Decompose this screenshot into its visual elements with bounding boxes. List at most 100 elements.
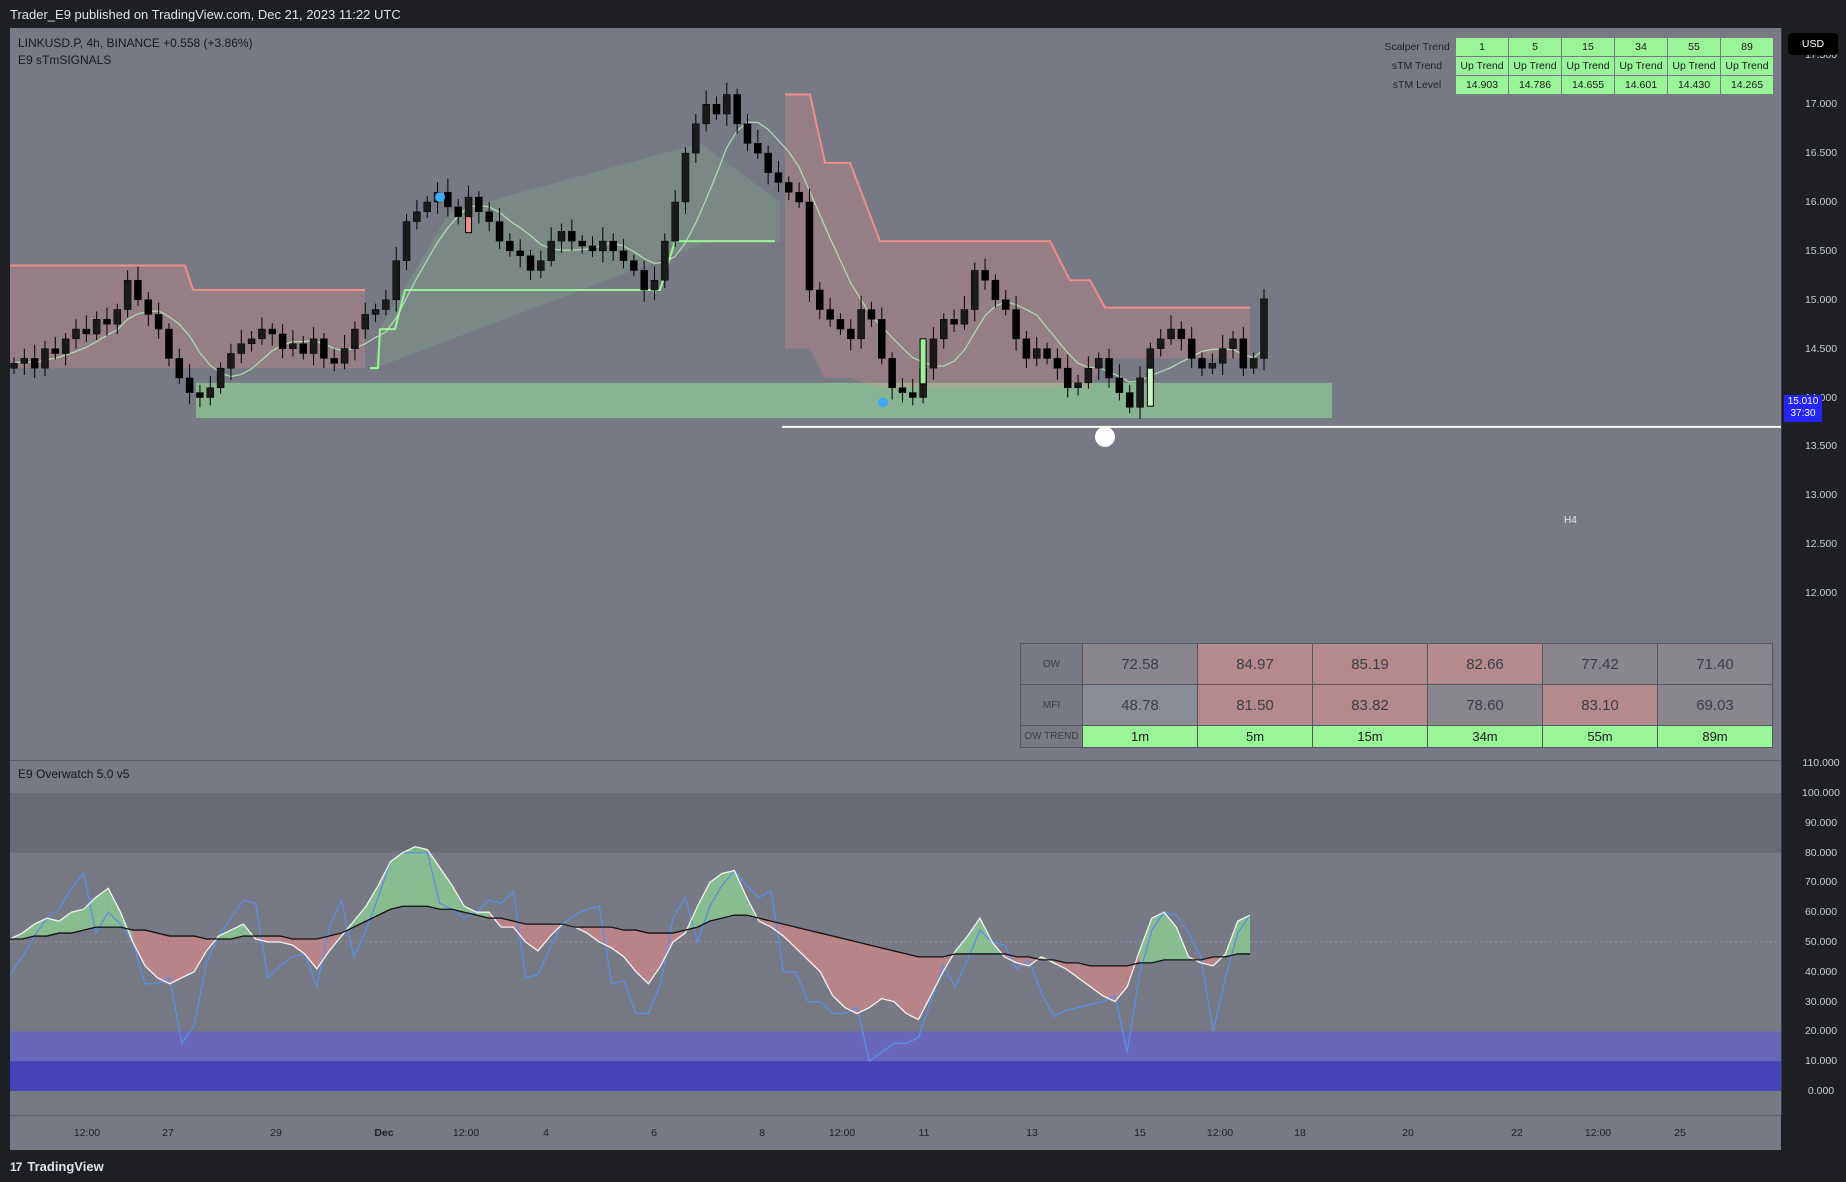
- pane-divider[interactable]: [10, 760, 1781, 761]
- candle-body: [485, 211, 493, 222]
- ow-row: OW 72.58 84.97 85.19 82.66 77.42 71.40: [1020, 643, 1773, 685]
- indicator-legend-signals[interactable]: E9 sTmSIGNALS: [18, 53, 112, 67]
- candle-body: [1187, 338, 1196, 359]
- ow-fill: [1139, 918, 1152, 963]
- candle-body: [557, 231, 566, 242]
- time-tick-label: 12:00: [452, 1127, 480, 1139]
- ow-fill: [59, 912, 72, 934]
- candle-body: [1229, 338, 1237, 349]
- candle-body: [1239, 338, 1248, 369]
- oscillator-tick-label: 60.000: [1804, 906, 1838, 919]
- candle-body: [413, 211, 421, 222]
- candle-body: [30, 358, 39, 369]
- candle-body: [289, 343, 297, 349]
- candle-body: [630, 260, 638, 271]
- mfi-line: [10, 851, 1251, 1063]
- candle-body: [537, 260, 545, 271]
- ow-fill: [95, 888, 109, 928]
- ow-fill: [783, 924, 796, 948]
- support-zone: [196, 382, 1332, 419]
- candle-body: [816, 289, 824, 310]
- ow-cell: 77.42: [1542, 643, 1658, 685]
- candle-body: [1198, 358, 1206, 369]
- candle-body: [1167, 328, 1175, 340]
- chart-area[interactable]: [10, 28, 1781, 1115]
- ow-cell: 15m: [1312, 725, 1428, 748]
- logo-text: TradingView: [27, 1159, 104, 1174]
- ow-fill: [636, 930, 649, 984]
- candle-body: [516, 250, 524, 257]
- ow-fill: [169, 936, 182, 984]
- tradingview-logo[interactable]: 17 TradingView: [10, 1159, 104, 1174]
- candle-body: [82, 328, 91, 335]
- symbol-legend[interactable]: LINKUSD.P, 4h, BINANCE +0.558 (+3.86%): [18, 36, 253, 50]
- candle-body: [867, 309, 876, 320]
- ow-fill: [71, 909, 84, 934]
- ow-row: MFI 48.78 81.50 83.82 78.60 83.10 69.03: [1020, 684, 1773, 726]
- ow-fill: [844, 939, 858, 1014]
- ow-cell: 1m: [1082, 725, 1198, 748]
- candle-body: [909, 392, 917, 398]
- ow-cell: 5m: [1197, 725, 1313, 748]
- ow-cell: 83.82: [1312, 684, 1428, 726]
- scalper-cell: Up Trend: [1614, 56, 1668, 76]
- price-tick-label: 16.000: [1804, 196, 1838, 208]
- candle-body: [1053, 358, 1062, 369]
- time-tick-label: 4: [543, 1127, 549, 1139]
- price-tick-label: 17.000: [1804, 98, 1838, 111]
- time-tick-label: 20: [1402, 1127, 1414, 1139]
- candle-body: [940, 319, 948, 340]
- scalper-header-cell: Scalper Trend: [1378, 37, 1456, 57]
- deep-oversold-band: [10, 1061, 1781, 1091]
- ow-fill: [1004, 953, 1017, 963]
- candle-body: [237, 343, 246, 354]
- ow-fill: [267, 936, 281, 942]
- candle-body: [113, 309, 122, 325]
- ow-fill: [1237, 915, 1250, 954]
- time-tick-label: 12:00: [828, 1127, 856, 1139]
- scalper-header-cell: 89: [1720, 37, 1774, 57]
- ow-cell: 81.50: [1197, 684, 1313, 726]
- ow-fill: [832, 936, 845, 1008]
- candle-body: [330, 358, 338, 364]
- ow-fill: [808, 930, 821, 972]
- ow-fill: [218, 930, 231, 940]
- ow-fill: [537, 924, 551, 951]
- ow-fill: [304, 939, 317, 969]
- indicator-legend-overwatch[interactable]: E9 Overwatch 5.0 v5: [18, 767, 130, 781]
- price-axis[interactable]: [1781, 28, 1846, 1115]
- candle-body: [712, 104, 721, 115]
- candle-body: [123, 279, 132, 310]
- ow-cell: 78.60: [1427, 684, 1543, 726]
- candle-body: [991, 279, 1000, 300]
- ow-fill: [476, 912, 489, 919]
- time-axis[interactable]: [10, 1115, 1781, 1151]
- ow-fill: [390, 852, 403, 910]
- ow-slow-line: [10, 905, 1250, 967]
- candle-body: [1136, 377, 1144, 408]
- oscillator-pane[interactable]: [10, 761, 1781, 1115]
- scalper-cell: Up Trend: [1508, 56, 1562, 76]
- candle-body: [754, 143, 762, 154]
- currency-button[interactable]: USD: [1788, 33, 1838, 55]
- candle-body: [103, 319, 111, 325]
- candle-body: [588, 245, 597, 252]
- candle-body: [547, 240, 555, 261]
- ow-fill: [587, 927, 600, 942]
- oscillator-tick-label: 10.000: [1804, 1055, 1838, 1068]
- overwatch-table: OW 72.58 84.97 85.19 82.66 77.42 71.40 MFI 48.78…: [1020, 643, 1773, 748]
- ow-row: OW TREND 1m 5m 15m 34m 55m 89m: [1020, 725, 1773, 748]
- candle-body: [154, 314, 163, 330]
- candle-body: [340, 348, 349, 364]
- candle-body: [1094, 358, 1103, 369]
- ow-cell: 82.66: [1427, 643, 1543, 685]
- candle-body: [247, 338, 256, 344]
- price-tick-label: 15.000: [1804, 293, 1838, 306]
- last-price-tag: 15.010 37:30: [1784, 395, 1822, 422]
- price-pane[interactable]: [10, 28, 1781, 760]
- ow-fill: [157, 933, 170, 984]
- candle-body: [61, 338, 70, 354]
- candle-body: [1208, 363, 1217, 369]
- candle-body: [1043, 348, 1051, 359]
- ow-row-label: OW TREND: [1020, 725, 1083, 748]
